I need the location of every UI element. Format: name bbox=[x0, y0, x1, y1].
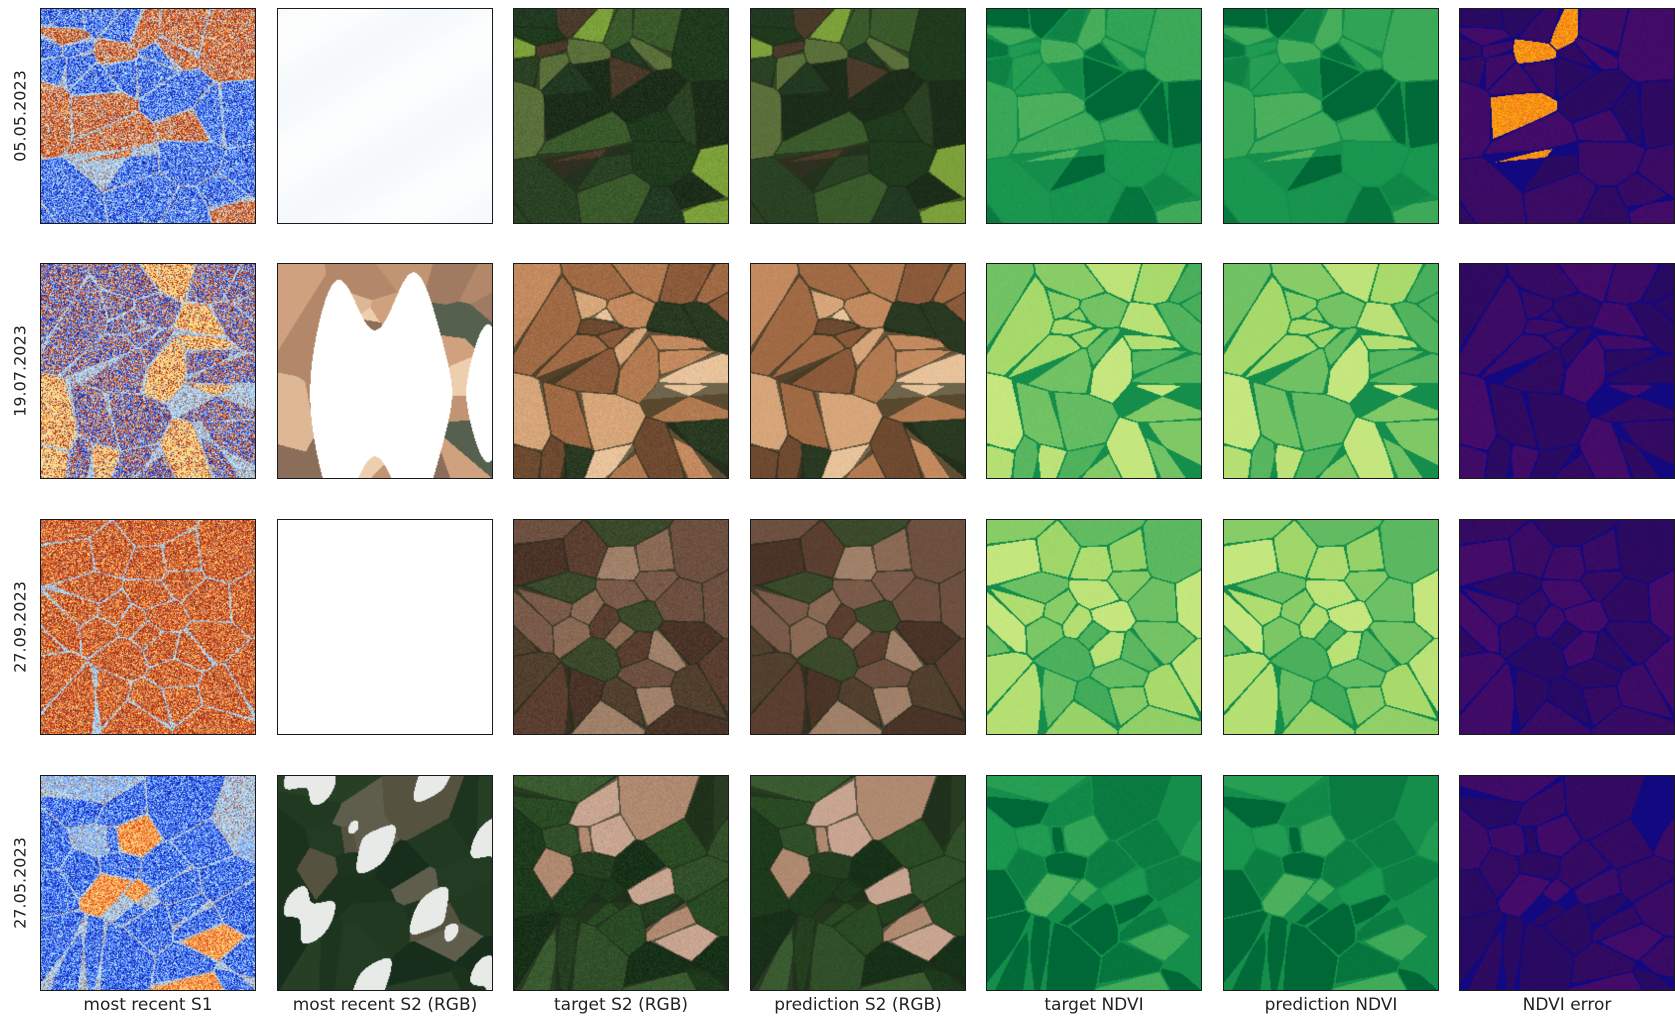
column-label: most recent S1 bbox=[83, 995, 213, 1015]
panel-image bbox=[1224, 776, 1438, 990]
row-date-label: 27.05.2023 bbox=[10, 837, 30, 929]
image-panel-ndvi-pred bbox=[1223, 8, 1439, 224]
image-panel-ndvi bbox=[986, 263, 1202, 479]
panel-image bbox=[1224, 264, 1438, 478]
column-label: most recent S2 (RGB) bbox=[292, 995, 478, 1015]
image-panel-error bbox=[1459, 519, 1675, 735]
image-panel-rgb-pred bbox=[750, 775, 966, 991]
panel-image bbox=[1460, 520, 1674, 734]
image-panel-error bbox=[1459, 263, 1675, 479]
panel-image bbox=[987, 520, 1201, 734]
panel-image bbox=[1460, 776, 1674, 990]
panel-image bbox=[1460, 9, 1674, 223]
panel-image bbox=[987, 776, 1201, 990]
image-panel-rgb bbox=[513, 519, 729, 735]
column-label: prediction NDVI bbox=[1264, 995, 1398, 1015]
panel-image bbox=[41, 520, 255, 734]
panel-image bbox=[278, 776, 492, 990]
panel-image bbox=[987, 264, 1201, 478]
panel-image bbox=[751, 9, 965, 223]
panel-image bbox=[278, 9, 492, 223]
image-panel-rgb-pred bbox=[750, 519, 966, 735]
image-panel-ndvi bbox=[986, 775, 1202, 991]
panel-image bbox=[514, 520, 728, 734]
image-panel-ndvi-pred bbox=[1223, 519, 1439, 735]
panel-image bbox=[41, 9, 255, 223]
panel-image bbox=[1460, 264, 1674, 478]
column-label: prediction S2 (RGB) bbox=[774, 995, 942, 1015]
panel-image bbox=[41, 264, 255, 478]
column-label: target NDVI bbox=[1044, 995, 1144, 1015]
panel-image bbox=[514, 264, 728, 478]
image-panel-sar bbox=[40, 8, 256, 224]
image-panel-s2-cloudy bbox=[277, 775, 493, 991]
panel-image bbox=[987, 9, 1201, 223]
image-panel-sar bbox=[40, 775, 256, 991]
panel-image bbox=[751, 264, 965, 478]
panel-image bbox=[1224, 520, 1438, 734]
row-date-label: 19.07.2023 bbox=[10, 325, 30, 417]
image-panel-ndvi bbox=[986, 519, 1202, 735]
column-label: NDVI error bbox=[1522, 995, 1612, 1015]
panel-image bbox=[751, 776, 965, 990]
panel-image bbox=[41, 776, 255, 990]
image-panel-sar bbox=[40, 519, 256, 735]
image-panel-rgb bbox=[513, 8, 729, 224]
image-panel-ndvi-pred bbox=[1223, 775, 1439, 991]
image-panel-rgb-pred bbox=[750, 8, 966, 224]
panel-image bbox=[278, 520, 492, 734]
panel-image bbox=[278, 264, 492, 478]
image-panel-s2-cloudy bbox=[277, 519, 493, 735]
image-panel-error bbox=[1459, 8, 1675, 224]
row-date-label: 05.05.2023 bbox=[10, 70, 30, 162]
column-label: target S2 (RGB) bbox=[553, 995, 689, 1015]
image-panel-ndvi-pred bbox=[1223, 263, 1439, 479]
panel-image bbox=[514, 9, 728, 223]
row-date-label: 27.09.2023 bbox=[10, 581, 30, 673]
image-panel-s2-cloudy bbox=[277, 263, 493, 479]
image-panel-rgb bbox=[513, 775, 729, 991]
image-panel-s2-cloudy bbox=[277, 8, 493, 224]
panel-image bbox=[514, 776, 728, 990]
image-panel-sar bbox=[40, 263, 256, 479]
image-panel-error bbox=[1459, 775, 1675, 991]
panel-image bbox=[751, 520, 965, 734]
panel-image bbox=[1224, 9, 1438, 223]
image-panel-rgb-pred bbox=[750, 263, 966, 479]
image-panel-ndvi bbox=[986, 8, 1202, 224]
image-panel-rgb bbox=[513, 263, 729, 479]
